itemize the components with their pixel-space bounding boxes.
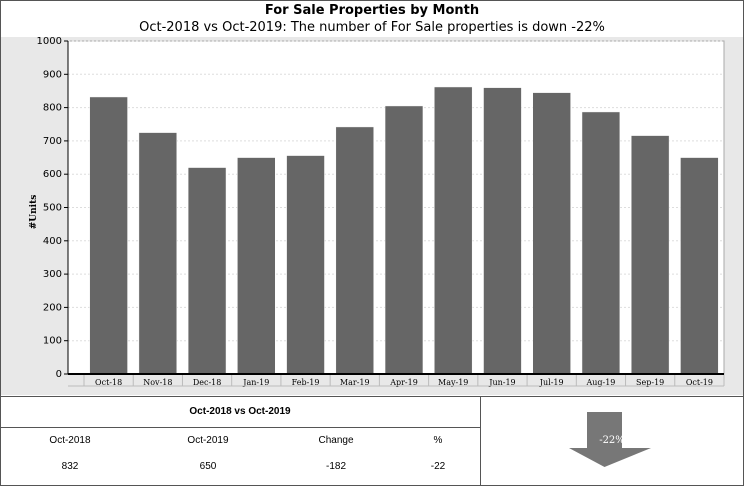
x-tick-label: Oct-19 [686, 378, 713, 387]
y-tick-label: 700 [43, 136, 62, 147]
x-tick-label: Jul-19 [539, 378, 564, 387]
x-tick-label: Nov-18 [143, 378, 172, 387]
y-tick-label: 200 [43, 302, 62, 313]
x-tick-label: Aug-19 [585, 378, 615, 387]
x-tick-label: Apr-19 [389, 378, 418, 387]
x-tick-label: Sep-19 [636, 378, 664, 387]
value-percent: -22 [430, 461, 446, 472]
bar-oct-19 [680, 157, 719, 375]
bar-oct-18 [89, 96, 128, 375]
y-tick-label: 800 [43, 103, 62, 114]
y-tick-label: 400 [43, 236, 62, 247]
bar-jul-19 [532, 92, 571, 375]
x-tick-label: Oct-18 [95, 378, 122, 387]
bar-feb-19 [286, 155, 325, 375]
y-tick-label: 300 [43, 269, 62, 280]
x-tick-label: Feb-19 [292, 378, 320, 387]
chart-subtitle: Oct-2018 vs Oct-2019: The number of For … [139, 20, 605, 35]
bar-chart: 0 100 200 300 400 500 600 700 800 900 1000 Oct-18 No… [1, 36, 743, 395]
x-tick-label: Dec-18 [193, 378, 222, 387]
bar-sep-19 [630, 135, 670, 375]
bar-nov-18 [138, 132, 178, 375]
header-percent: % [433, 435, 443, 446]
bar-apr-19 [384, 105, 424, 375]
bar-aug-19 [581, 111, 621, 375]
x-tick-label: May-19 [438, 378, 468, 387]
bar-mar-19 [335, 126, 374, 375]
y-tick-label: 0 [56, 369, 62, 380]
bar-dec-18 [187, 167, 227, 375]
summary-title: Oct-2018 vs Oct-2019 [189, 406, 291, 417]
y-tick-label: 1000 [37, 36, 62, 47]
y-tick-label: 500 [43, 203, 62, 214]
trend-percent-label: -22% [599, 435, 625, 446]
bar-may-19 [434, 86, 473, 375]
value-change: -182 [325, 461, 346, 472]
y-tick-label: 600 [43, 169, 62, 180]
bar-jan-19 [237, 157, 276, 375]
x-tick-label: Jan-19 [242, 378, 269, 387]
arrow-down-icon [569, 412, 651, 467]
y-axis-label: #Units [29, 195, 39, 230]
value-oct-2018: 832 [61, 461, 79, 472]
chart-title: For Sale Properties by Month [264, 3, 480, 18]
header-oct-2019: Oct-2019 [187, 435, 229, 446]
x-tick-label: Jun-19 [488, 378, 515, 387]
y-tick-label: 900 [43, 69, 62, 80]
trend-indicator-panel: -22% [481, 396, 743, 485]
bar-jun-19 [483, 87, 522, 375]
header-oct-2018: Oct-2018 [49, 435, 91, 446]
summary-table: Oct-2018 vs Oct-2019 Oct-2018 Oct-2019 C… [0, 396, 481, 485]
axes: 0 100 200 300 400 500 600 700 800 900 1000 Oct-18 No… [37, 36, 725, 387]
x-tick-label: Mar-19 [340, 378, 370, 387]
summary-divider [0, 427, 480, 428]
value-oct-2019: 650 [199, 461, 217, 472]
y-tick-label: 100 [43, 336, 62, 347]
header-change: Change [318, 435, 354, 446]
